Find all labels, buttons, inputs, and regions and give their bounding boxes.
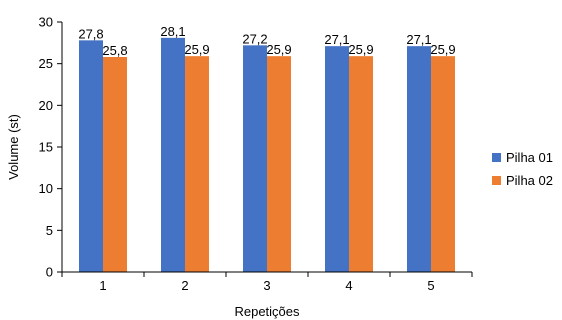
bars [79,37,455,273]
data-label: 25,9 [266,42,291,57]
legend-swatch-pilha-02 [492,176,501,185]
y-tick-label: 20 [39,98,53,113]
bar-pilha-02-3 [267,56,291,272]
x-tick-label: 2 [181,278,188,293]
legend: Pilha 01 Pilha 02 [492,150,553,188]
bar-pilha-01-3 [243,45,267,273]
data-labels: 27,8 28,1 27,2 27,1 27,1 25,8 25,9 25,9 25,9 25,9 [78,24,455,58]
data-label: 27,1 [406,32,431,47]
x-axis-title: Repetições [234,304,300,319]
data-label: 25,8 [102,43,127,58]
data-label: 27,8 [78,26,103,41]
y-tick-label: 15 [39,140,53,155]
y-tick-label: 25 [39,56,53,71]
data-label: 25,9 [430,42,455,57]
legend-label-pilha-01: Pilha 01 [506,150,553,165]
x-tick-label: 3 [263,278,270,293]
bar-pilha-02-4 [349,56,373,272]
x-tick-label: 5 [427,278,434,293]
bar-pilha-02-5 [431,56,455,272]
y-tick-label: 10 [39,181,53,196]
y-tick-label: 5 [46,223,53,238]
bar-pilha-02-1 [103,57,127,272]
data-label: 27,2 [242,31,267,46]
data-label: 27,1 [324,32,349,47]
bar-pilha-01-4 [325,46,349,272]
data-label: 25,9 [184,42,209,57]
x-axis-ticks: 1 2 3 4 5 [61,272,473,293]
legend-label-pilha-02: Pilha 02 [506,173,553,188]
data-label: 25,9 [348,42,373,57]
y-tick-label: 30 [39,15,53,30]
y-axis-ticks: 0 5 10 15 20 25 30 [39,15,62,280]
bar-pilha-01-5 [407,46,431,272]
bar-pilha-01-2 [161,37,185,273]
y-axis-title: Volume (st) [6,114,21,180]
bar-pilha-01-1 [79,40,103,273]
y-tick-label: 0 [46,265,53,280]
x-tick-label: 4 [345,278,352,293]
data-label: 28,1 [160,24,185,39]
x-tick-label: 1 [99,278,106,293]
legend-swatch-pilha-01 [492,153,501,162]
bar-pilha-02-2 [185,56,209,272]
